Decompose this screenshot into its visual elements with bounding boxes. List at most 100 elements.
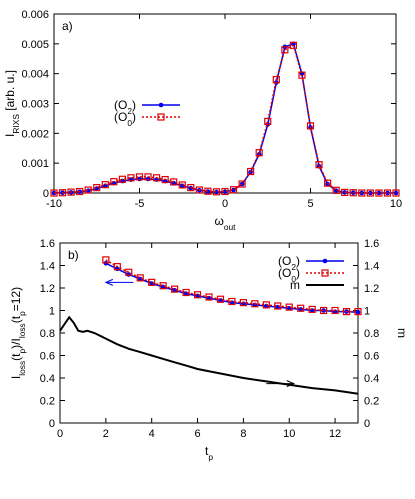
legend-label: (O2) <box>114 98 136 116</box>
series-2-point <box>315 161 323 169</box>
series-2-point <box>161 175 169 184</box>
plot-frame <box>59 242 359 424</box>
legend-marker <box>322 258 328 264</box>
y-tick-label: 0 <box>43 188 49 200</box>
series-line-2 <box>105 259 358 313</box>
series-1-point <box>376 190 382 196</box>
series-2-point <box>354 308 362 316</box>
y-tick-label: 0.003 <box>21 99 49 111</box>
legend-label: (O0) <box>114 110 136 128</box>
series-2-point <box>135 173 144 181</box>
y2-tick-label: 1.4 <box>364 261 379 273</box>
y2-tick-label: 0.4 <box>364 373 379 385</box>
legend-label-base: m <box>290 278 300 292</box>
legend-label-base: (O <box>114 110 127 124</box>
y-axis-label-part: loss <box>17 361 27 376</box>
series-2-point <box>187 184 195 192</box>
series-2-point <box>118 175 127 183</box>
x-tick-label: 4 <box>149 428 155 440</box>
legend-label-sub: 0 <box>291 274 296 284</box>
series-2-point <box>342 308 351 316</box>
legend: (O2)(O0) <box>114 98 180 128</box>
panel-label: b) <box>68 248 79 262</box>
series-2-point <box>331 306 339 315</box>
series-2-point <box>274 302 282 310</box>
series-2-point <box>113 263 121 271</box>
legend-label-tail: ) <box>296 254 300 268</box>
y-axis-label: IRIXS [arb. u.] <box>3 70 21 137</box>
y-axis-label: Iloss(tp)/Iloss(tp=12) <box>9 287 27 379</box>
x-tick-label: 8 <box>240 428 246 440</box>
series-2-point <box>383 189 392 197</box>
x-tick-label: 5 <box>307 198 313 210</box>
x-axis-label: ωout <box>214 214 236 232</box>
x-tick-label: 2 <box>103 428 109 440</box>
series-2-point <box>182 288 190 297</box>
series-2-point <box>239 299 247 307</box>
series-2-point <box>238 180 246 188</box>
legend-label-tail: ) <box>296 266 300 280</box>
legend-label-base: (O <box>278 266 291 280</box>
legend-label-sub: 0 <box>127 118 132 128</box>
series-2-point <box>178 181 186 189</box>
chart-panel-2: 0 2 4 6 8 10 1200.20.40.60.811.21.41.600.20.40… <box>9 238 409 462</box>
y2-tick-label: 0 <box>364 418 370 430</box>
series-2-point <box>171 285 179 293</box>
series-2-point <box>170 178 178 186</box>
y-axis-label-part: =12) <box>9 287 23 311</box>
y-axis-label-part: (t <box>9 315 23 323</box>
x-tick-label: 10 <box>283 428 295 440</box>
x-axis-label: tp <box>205 444 213 462</box>
x-tick-label: -10 <box>46 198 62 210</box>
series-2-point <box>144 173 152 181</box>
y-tick-label: 0.001 <box>21 158 49 170</box>
x-axis-label-base: t <box>205 444 209 458</box>
chart-panel-1: -10 -5 0 5 10 0 0.001 0.002 0.003 0.004 0.005 0.006… <box>3 9 402 232</box>
series-2-point <box>255 149 263 157</box>
y2-axis-label: m <box>395 328 409 338</box>
series-1-point <box>385 190 390 196</box>
series-1-point <box>126 272 132 277</box>
x-tick-label: 12 <box>329 428 341 440</box>
y-tick-label: 1.6 <box>40 238 55 250</box>
series-2-point <box>101 181 109 189</box>
x-tick-label: 0 <box>222 198 228 210</box>
y-tick-label: 0.6 <box>40 351 55 363</box>
y-axis-label-sub: RIXS <box>11 114 21 134</box>
series-2-point <box>298 71 306 79</box>
series-2-point <box>110 178 118 186</box>
legend-label-sub: 2 <box>291 262 296 272</box>
y-tick-label: 1.4 <box>40 261 55 273</box>
series-2-point <box>93 184 101 192</box>
series-2-point <box>50 189 58 197</box>
series-2-point <box>127 174 135 182</box>
series-2-point <box>264 117 272 126</box>
series-2-point <box>306 122 315 130</box>
y2-tick-label: 1.2 <box>364 283 379 295</box>
legend-label-base: (O <box>278 254 291 268</box>
series-1-point <box>393 190 399 196</box>
series-2-point <box>262 301 270 309</box>
y-axis-label-suffix: [arb. u.] <box>3 70 17 114</box>
series-2-point <box>204 187 212 195</box>
legend-label-tail: ) <box>132 110 136 124</box>
legend-marker <box>158 102 164 108</box>
series-2-point <box>366 189 374 197</box>
series-2-point <box>289 41 297 49</box>
series-2-point <box>251 300 259 308</box>
y2-tick-label: 0.8 <box>364 328 379 340</box>
series-2-point <box>148 278 156 286</box>
legend-label-base: (O <box>114 98 127 112</box>
series-1-point <box>214 189 219 195</box>
y-tick-label: 0 <box>49 418 55 430</box>
y-axis-label-part: p <box>17 349 27 354</box>
series-2-point <box>125 268 133 276</box>
series-2-point <box>332 186 340 194</box>
y-tick-label: 0.8 <box>40 328 55 340</box>
series-2-point <box>392 189 400 197</box>
plot-frame <box>53 13 397 194</box>
series-2-point <box>324 179 332 187</box>
x-tick-label: 6 <box>194 428 200 440</box>
series-2-point <box>58 189 67 197</box>
